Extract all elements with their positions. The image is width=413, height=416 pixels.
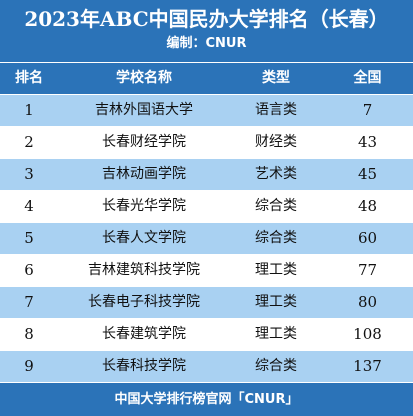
table-row: 5 长春人文学院 综合类 60 [0,223,413,255]
cell-type: 理工类 [255,294,297,310]
page-title: 2023年ABC中国民办大学排名（长春） [24,7,389,31]
cell-rank: 6 [24,261,34,279]
cell-name: 长春人文学院 [102,230,186,246]
table-row: 2 长春财经学院 财经类 43 [0,127,413,159]
cell-name: 长春财经学院 [102,134,186,150]
cell-national: 137 [353,357,382,375]
table-row: 8 长春建筑学院 理工类 108 [0,319,413,351]
cell-national: 43 [357,133,378,151]
cell-national: 60 [357,229,378,247]
column-header-row: 排名 学校名称 类型 全国 [0,63,413,95]
cell-rank: 4 [24,197,34,215]
cell-name: 吉林建筑科技学院 [88,262,200,278]
cell-rank: 3 [24,165,34,183]
cell-name: 吉林动画学院 [102,166,186,182]
table-row: 9 长春科技学院 综合类 137 [0,351,413,383]
cell-type: 理工类 [255,262,297,278]
cell-rank: 2 [24,133,34,151]
cell-type: 理工类 [255,326,297,342]
column-header-type: 类型 [262,70,290,86]
cell-national: 108 [353,325,382,343]
cell-name: 长春电子科技学院 [88,294,200,310]
table-footer: 中国大学排行榜官网「CNUR」 [0,383,413,416]
cell-type: 综合类 [255,230,297,246]
cell-national: 7 [362,101,373,119]
cell-rank: 7 [24,293,34,311]
table-header: 2023年ABC中国民办大学排名（长春） 编制：CNUR [0,0,413,63]
page-subtitle: 编制：CNUR [166,36,247,51]
cell-national: 48 [357,197,378,215]
table-row: 4 长春光华学院 综合类 48 [0,191,413,223]
cell-name: 吉林外国语大学 [95,102,193,118]
cell-name: 长春建筑学院 [102,326,186,342]
cell-type: 语言类 [255,102,297,118]
cell-rank: 8 [24,325,34,343]
column-header-rank: 排名 [15,70,43,86]
column-header-national: 全国 [353,70,382,86]
cell-rank: 9 [24,357,34,375]
cell-national: 77 [357,261,378,279]
table-row: 6 吉林建筑科技学院 理工类 77 [0,255,413,287]
cell-national: 45 [357,165,378,183]
cell-rank: 5 [24,229,34,247]
cell-type: 综合类 [255,198,297,214]
cell-name: 长春光华学院 [102,198,186,214]
table-row: 7 长春电子科技学院 理工类 80 [0,287,413,319]
cell-name: 长春科技学院 [102,358,186,374]
table-row: 1 吉林外国语大学 语言类 7 [0,95,413,127]
cell-type: 艺术类 [255,166,297,182]
column-header-name: 学校名称 [116,70,172,86]
table-row: 3 吉林动画学院 艺术类 45 [0,159,413,191]
cell-type: 综合类 [255,358,297,374]
cell-rank: 1 [24,101,34,119]
cell-type: 财经类 [255,134,297,150]
cell-national: 80 [357,293,378,311]
